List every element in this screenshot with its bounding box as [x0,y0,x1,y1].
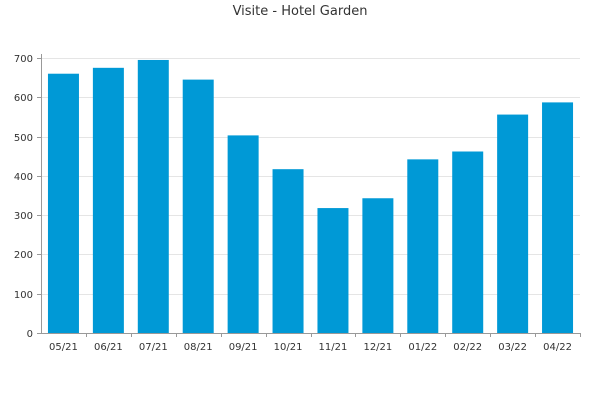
bar-05-21 [47,73,79,334]
bar-11-21 [317,208,349,333]
x-tick-label: 01/22 [408,342,437,353]
y-tick-label: 300 [14,211,33,222]
bar-01-22 [407,159,439,333]
x-tick-label: 04/22 [543,342,572,353]
bar-02-22 [452,151,484,333]
bar-10-21 [272,169,304,333]
chart-title: Visite - Hotel Garden [233,4,368,19]
y-tick-label: 500 [14,133,33,144]
x-tick-label: 03/22 [498,342,527,353]
grid-lines [41,58,580,295]
x-tick-label: 06/21 [94,342,123,353]
y-tick-label: 0 [27,329,33,340]
bar-09-21 [227,135,259,333]
x-tick-label: 12/21 [363,342,392,353]
bar-06-21 [92,67,124,333]
x-tick-label: 02/22 [453,342,482,353]
y-tick-label: 200 [14,250,33,261]
x-tick-label: 08/21 [184,342,213,353]
y-tick-label: 400 [14,172,33,183]
axes [37,54,581,337]
y-tick-label: 600 [14,93,33,104]
bar-08-21 [182,79,214,333]
x-tick-label: 07/21 [139,342,168,353]
y-tick-labels: 0 100 200 300 400 500 600 700 [14,54,33,340]
bar-03-22 [497,114,529,333]
x-tick-label: 09/21 [229,342,258,353]
y-tick-label: 700 [14,54,33,65]
x-tick-label: 05/21 [49,342,78,353]
bar-04-22 [542,102,574,333]
x-tick-label: 10/21 [274,342,303,353]
y-tick-label: 100 [14,290,33,301]
x-tick-labels: 05/21 06/21 07/21 08/21 09/21 10/21 11/21 12/21… [49,342,572,353]
x-tick-label: 11/21 [319,342,348,353]
bars [47,59,574,334]
bar-12-21 [362,198,394,333]
bar-07-21 [137,59,169,334]
